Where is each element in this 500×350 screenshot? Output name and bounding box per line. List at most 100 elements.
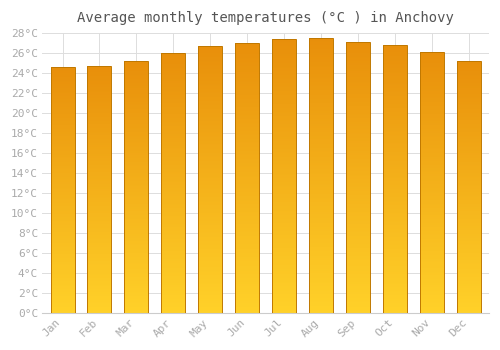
Bar bbox=[272, 223, 296, 224]
Bar bbox=[456, 64, 480, 65]
Bar bbox=[88, 253, 112, 254]
Bar bbox=[235, 215, 259, 216]
Bar bbox=[198, 182, 222, 184]
Bar bbox=[383, 75, 407, 76]
Bar bbox=[235, 235, 259, 236]
Bar bbox=[50, 87, 74, 88]
Bar bbox=[50, 100, 74, 102]
Bar bbox=[198, 172, 222, 173]
Bar bbox=[309, 312, 333, 313]
Bar bbox=[346, 292, 370, 293]
Bar bbox=[420, 253, 444, 254]
Bar bbox=[272, 191, 296, 193]
Bar bbox=[162, 251, 186, 252]
Bar bbox=[420, 59, 444, 60]
Bar bbox=[124, 191, 148, 192]
Bar bbox=[420, 127, 444, 128]
Bar bbox=[272, 124, 296, 126]
Bar bbox=[235, 212, 259, 214]
Bar bbox=[309, 188, 333, 190]
Bar bbox=[346, 145, 370, 147]
Bar bbox=[272, 109, 296, 111]
Bar bbox=[198, 107, 222, 109]
Bar bbox=[235, 266, 259, 267]
Bar bbox=[50, 225, 74, 226]
Bar bbox=[198, 77, 222, 78]
Bar bbox=[456, 90, 480, 91]
Bar bbox=[272, 250, 296, 252]
Bar bbox=[198, 256, 222, 257]
Bar bbox=[198, 309, 222, 311]
Bar bbox=[346, 265, 370, 266]
Bar bbox=[272, 54, 296, 56]
Bar bbox=[346, 64, 370, 65]
Bar bbox=[309, 187, 333, 188]
Bar bbox=[420, 267, 444, 269]
Bar bbox=[309, 204, 333, 206]
Bar bbox=[309, 278, 333, 279]
Bar bbox=[383, 312, 407, 313]
Bar bbox=[235, 290, 259, 292]
Bar bbox=[456, 185, 480, 186]
Bar bbox=[50, 83, 74, 84]
Bar bbox=[420, 310, 444, 312]
Bar bbox=[235, 263, 259, 265]
Bar bbox=[162, 255, 186, 256]
Bar bbox=[124, 106, 148, 108]
Bar bbox=[235, 188, 259, 189]
Bar bbox=[383, 261, 407, 262]
Bar bbox=[50, 252, 74, 253]
Bar bbox=[346, 302, 370, 304]
Bar bbox=[50, 148, 74, 150]
Bar bbox=[50, 106, 74, 108]
Bar bbox=[162, 262, 186, 264]
Bar bbox=[383, 47, 407, 48]
Bar bbox=[309, 84, 333, 85]
Bar bbox=[124, 261, 148, 263]
Bar bbox=[198, 135, 222, 137]
Bar bbox=[88, 132, 112, 133]
Bar bbox=[309, 106, 333, 107]
Bar bbox=[124, 216, 148, 218]
Bar bbox=[198, 268, 222, 269]
Bar bbox=[88, 180, 112, 181]
Bar bbox=[88, 162, 112, 164]
Bar bbox=[383, 189, 407, 190]
Bar bbox=[420, 201, 444, 202]
Bar bbox=[124, 173, 148, 175]
Bar bbox=[456, 275, 480, 277]
Bar bbox=[124, 253, 148, 254]
Bar bbox=[198, 226, 222, 228]
Bar bbox=[383, 113, 407, 115]
Bar bbox=[383, 288, 407, 289]
Bar bbox=[272, 135, 296, 136]
Bar bbox=[420, 103, 444, 104]
Bar bbox=[272, 302, 296, 304]
Bar bbox=[198, 82, 222, 84]
Bar bbox=[272, 310, 296, 312]
Bar bbox=[272, 165, 296, 167]
Bar bbox=[420, 138, 444, 140]
Bar bbox=[272, 279, 296, 280]
Bar bbox=[420, 149, 444, 150]
Bar bbox=[162, 61, 186, 62]
Bar bbox=[456, 154, 480, 156]
Bar bbox=[456, 239, 480, 240]
Bar bbox=[309, 191, 333, 192]
Bar bbox=[346, 172, 370, 174]
Bar bbox=[420, 151, 444, 153]
Bar bbox=[420, 140, 444, 141]
Bar bbox=[198, 284, 222, 285]
Bar bbox=[456, 117, 480, 118]
Bar bbox=[456, 120, 480, 122]
Bar bbox=[456, 188, 480, 190]
Bar bbox=[272, 220, 296, 222]
Bar bbox=[235, 285, 259, 286]
Bar bbox=[162, 132, 186, 134]
Bar bbox=[420, 224, 444, 226]
Bar bbox=[50, 303, 74, 305]
Bar bbox=[162, 201, 186, 203]
Bar bbox=[420, 144, 444, 145]
Bar bbox=[124, 85, 148, 86]
Bar bbox=[198, 224, 222, 225]
